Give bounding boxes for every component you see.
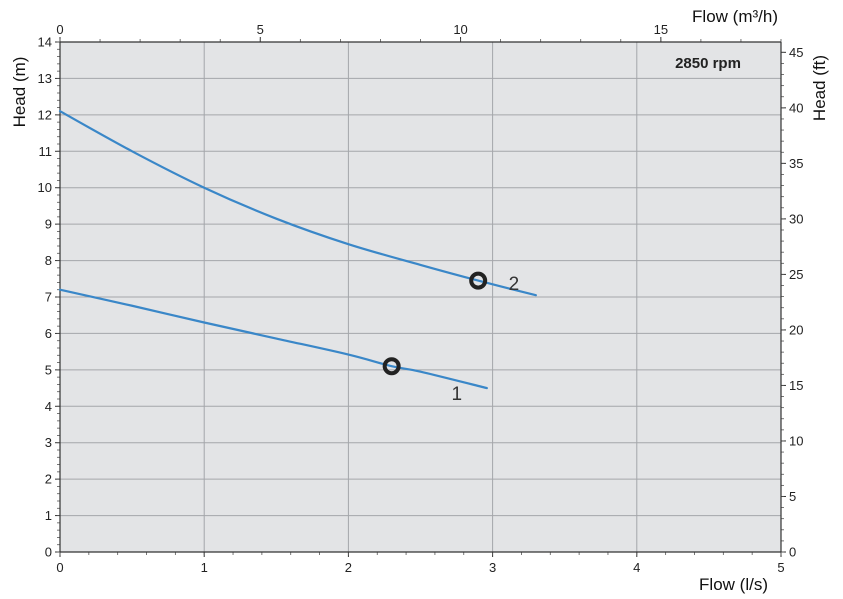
rpm-annotation: 2850 rpm bbox=[675, 55, 741, 72]
y-right-tick-label: 5 bbox=[789, 489, 796, 504]
y-right-tick-label: 10 bbox=[789, 433, 803, 448]
curve-label-2: 2 bbox=[509, 274, 520, 295]
curve-2 bbox=[58, 110, 537, 297]
y-left-tick-label: 4 bbox=[45, 399, 52, 414]
y-left-tick-label: 10 bbox=[38, 180, 52, 195]
x-top-tick-label: 5 bbox=[257, 22, 264, 37]
y-left-tick-label: 14 bbox=[38, 35, 52, 50]
y-right-tick-label: 15 bbox=[789, 378, 803, 393]
y-left-tick-label: 12 bbox=[38, 107, 52, 122]
y-right-tick-label: 20 bbox=[789, 322, 803, 337]
x-top-tick-label: 0 bbox=[56, 22, 63, 37]
y-right-tick-label: 35 bbox=[789, 156, 803, 171]
curve-1 bbox=[58, 288, 488, 390]
y-left-tick-label: 6 bbox=[45, 326, 52, 341]
duty-point-marker-1 bbox=[382, 357, 401, 376]
x-top-tick-label: 15 bbox=[654, 22, 668, 37]
x-bottom-tick-label: 2 bbox=[345, 560, 352, 575]
y-left-tick-label: 13 bbox=[38, 71, 52, 86]
y-left-tick-label: 3 bbox=[45, 435, 52, 450]
y-left-axis-title: Head (m) bbox=[10, 57, 29, 128]
x-bottom-tick-label: 0 bbox=[56, 560, 63, 575]
x-bottom-tick-label: 5 bbox=[777, 560, 784, 575]
x-bottom-axis-title: Flow (l/s) bbox=[699, 575, 768, 594]
y-left-tick-label: 0 bbox=[45, 545, 52, 560]
y-right-tick-label: 45 bbox=[789, 45, 803, 60]
x-bottom-tick-label: 4 bbox=[633, 560, 640, 575]
x-top-tick-label: 10 bbox=[453, 22, 467, 37]
y-right-axis-title: Head (ft) bbox=[810, 55, 829, 121]
curve-labels: 12 bbox=[452, 274, 520, 405]
x-bottom-tick-label: 1 bbox=[201, 560, 208, 575]
y-left-tick-label: 5 bbox=[45, 362, 52, 377]
y-right-tick-label: 30 bbox=[789, 211, 803, 226]
y-right-tick-label: 0 bbox=[789, 545, 796, 560]
x-top-axis-title: Flow (m³/h) bbox=[692, 7, 778, 26]
y-right-tick-label: 40 bbox=[789, 100, 803, 115]
y-left-tick-label: 9 bbox=[45, 217, 52, 232]
y-left-tick-label: 1 bbox=[45, 508, 52, 523]
y-left-tick-label: 2 bbox=[45, 472, 52, 487]
curve-label-1: 1 bbox=[452, 384, 463, 405]
y-right-tick-label: 25 bbox=[789, 267, 803, 282]
y-left-tick-label: 11 bbox=[39, 144, 53, 159]
x-bottom-tick-label: 3 bbox=[489, 560, 496, 575]
duty-point-marker-2 bbox=[469, 271, 488, 290]
duty-point-markers bbox=[382, 271, 488, 376]
y-left-tick-label: 7 bbox=[45, 290, 52, 305]
curves bbox=[58, 110, 537, 390]
grid-lines bbox=[60, 42, 781, 552]
y-left-tick-label: 8 bbox=[45, 253, 52, 268]
